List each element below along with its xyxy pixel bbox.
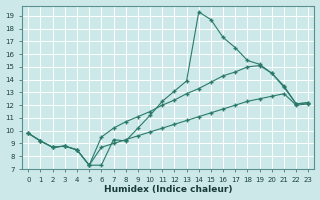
X-axis label: Humidex (Indice chaleur): Humidex (Indice chaleur) bbox=[104, 185, 233, 194]
